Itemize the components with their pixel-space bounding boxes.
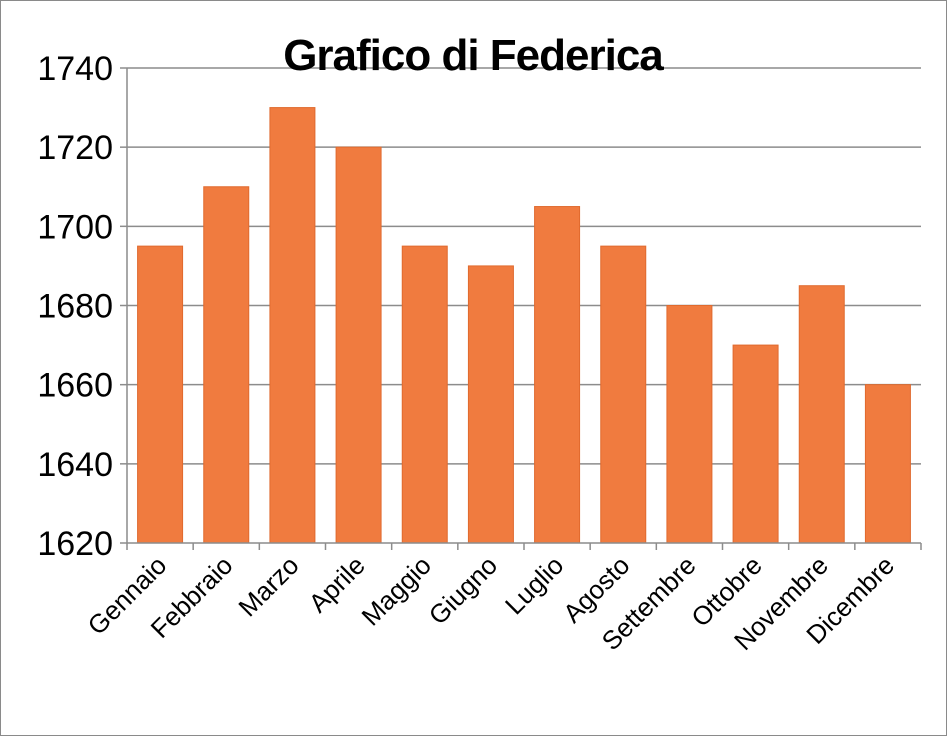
bar-gennaio xyxy=(137,245,184,544)
y-tick-label: 1680 xyxy=(37,288,113,326)
x-category-labels: GennaioFebbraioMarzoAprileMaggioGiugnoLu… xyxy=(82,550,901,656)
y-tick-label: 1700 xyxy=(37,208,113,246)
gridlines xyxy=(127,67,921,465)
bar-ottobre xyxy=(732,344,779,544)
bar-agosto xyxy=(600,245,647,544)
bar-novembre xyxy=(798,285,845,544)
y-tick-label: 1640 xyxy=(37,446,113,484)
bar-dicembre xyxy=(864,384,911,544)
y-tick-label: 1740 xyxy=(37,50,113,88)
bar-febbraio xyxy=(203,186,250,544)
y-tick-label: 1620 xyxy=(37,525,113,563)
bar-marzo xyxy=(269,107,316,544)
y-tick-label: 1660 xyxy=(37,367,113,405)
bar-giugno xyxy=(467,265,514,544)
y-tick-labels: 1620 1640 1660 1680 1700 1720 1740 xyxy=(37,50,113,563)
bar-maggio xyxy=(401,245,448,544)
x-category-label: Maggio xyxy=(355,550,437,632)
x-category-label: Giugno xyxy=(423,550,503,630)
y-tick-label: 1720 xyxy=(37,129,113,167)
chart-title: Grafico di Federica xyxy=(283,31,664,80)
bar-aprile xyxy=(335,146,382,544)
x-category-label: Marzo xyxy=(232,550,304,622)
bar-settembre xyxy=(666,305,713,544)
axes xyxy=(120,67,922,550)
bars xyxy=(137,107,911,544)
bar-luglio xyxy=(534,206,581,544)
